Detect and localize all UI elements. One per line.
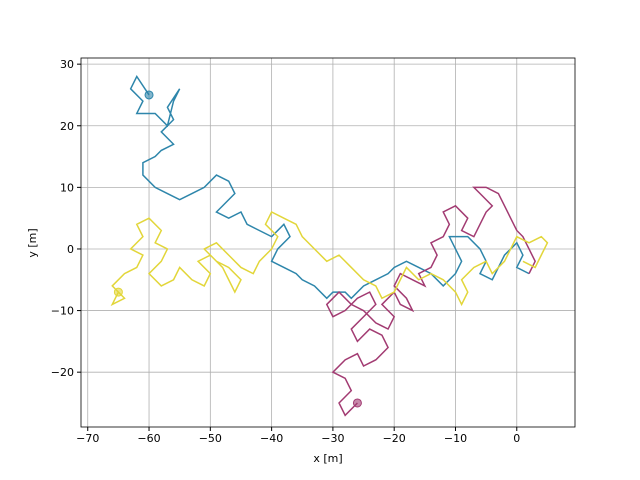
x-tick-label: −40	[260, 432, 283, 445]
walk-line	[325, 186, 536, 417]
y-tick-label: 0	[67, 243, 74, 256]
start-marker	[352, 398, 362, 408]
x-tick-label: −10	[444, 432, 467, 445]
x-axis-label: x [m]	[313, 452, 342, 465]
x-tick-label: −70	[76, 432, 99, 445]
x-tick-label: 0	[513, 432, 520, 445]
y-tick-label: −10	[51, 305, 74, 318]
walk-line	[129, 74, 530, 300]
plot-frame	[80, 57, 576, 428]
x-tick-label: −60	[137, 432, 160, 445]
y-tick-label: 20	[60, 120, 74, 133]
x-tick-label: −20	[383, 432, 406, 445]
start-marker	[144, 90, 154, 100]
y-tick-label: −20	[51, 366, 74, 379]
y-axis-label: y [m]	[26, 228, 39, 257]
walk-line	[110, 210, 549, 307]
x-tick-label: −30	[321, 432, 344, 445]
y-tick-label: 10	[60, 181, 74, 194]
x-tick-label: −50	[199, 432, 222, 445]
start-marker	[113, 287, 123, 297]
y-tick-label: 30	[60, 58, 74, 71]
